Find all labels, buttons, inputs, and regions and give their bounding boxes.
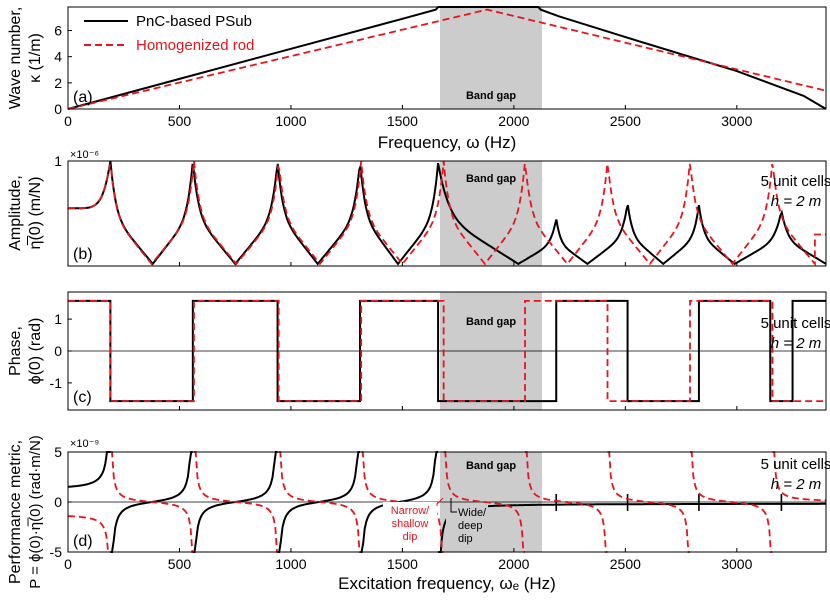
panel-a: Band gap 0 500 1000 1500 2000 2500 3000 0 2 4 6 (a… [7,6,827,152]
y-tick-label: 4 [54,49,62,65]
ylabel-c-line1: Phase, [7,326,24,376]
panel-c: Band gap -1 0 1 5 unit cells h = 2 m (c) P… [7,291,830,411]
exponent-d: ×10⁻⁹ [70,438,99,450]
ylabel-a-line2: κ (1/m) [27,33,44,83]
annotation-c-line1: 5 unit cells [761,315,830,332]
plot-area-b [67,160,827,267]
x-tick-label: 2500 [610,556,641,572]
panel-label-b: (b) [73,246,93,263]
x-tick-label: 0 [64,113,72,129]
x-tick-label: 3000 [721,113,752,129]
plot-area-c [68,299,826,403]
axes-frame-a [67,6,827,110]
annotation-b-line2: h = 2 m [771,193,821,210]
x-tick-label: 500 [168,556,192,572]
legend-a: PnC-based PSub Homogenized rod [84,13,254,54]
ticks-d: 0 500 1000 1500 2000 2500 3000-505 [50,444,753,572]
band-gap-label-a: Band gap [466,90,516,102]
ticks-b: 1 [54,153,738,266]
axes-frame-b [67,160,827,267]
y-tick-label: 1 [54,311,62,327]
note-narrow-bg [383,502,437,546]
annotation-d-line1: 5 unit cells [761,456,830,473]
ylabel-c-line2: ϕ(0) (rad) [27,318,44,385]
y-tick-label: -1 [50,375,63,391]
ylabel-d-line2: P = ϕ(0)·η̅(0) (rad·m/N) [27,435,44,589]
x-tick-label: 2000 [498,113,529,129]
band-gap-a [440,7,542,109]
x-tick-label: 2500 [610,113,641,129]
annotation-b-line1: 5 unit cells [761,173,830,190]
series-line-rod [67,8,827,110]
annotation-d-line2: h = 2 m [771,476,821,493]
xlabel-a: Frequency, ω (Hz) [378,133,517,152]
ylabel-b-line2: η̅(0) (m/N) [26,177,44,250]
x-tick-label: 500 [168,113,192,129]
x-tick-label: 3000 [721,556,752,572]
y-tick-label: 0 [54,343,62,359]
y-tick-label: 0 [54,494,62,510]
ticks-a: 0 500 1000 1500 2000 2500 3000 0 2 4 6 [54,23,752,129]
band-gap-label-b: Band gap [466,173,516,185]
panel-d: Band gap 0 500 1000 1500 2000 2500 3000-505 ×1… [7,435,830,593]
series-line-rod [67,160,826,267]
ticks-c: -1 0 1 [50,311,738,410]
note-wide-line1: Wide/ [458,507,487,519]
panel-label-c: (c) [73,389,92,406]
note-narrow-dip: Narrow/ shallow dip [383,497,444,546]
y-tick-label: 6 [54,23,62,39]
x-tick-label: 0 [64,556,72,572]
y-tick-label: 2 [54,75,62,91]
y-tick-label: 5 [54,444,62,460]
ylabel-d-line1: Performance metric, [7,440,24,584]
panel-label-a: (a) [73,89,93,106]
note-wide-pointer [450,498,457,513]
ylabel-a-line1: Wave number, [7,7,24,110]
x-tick-label: 1000 [275,556,306,572]
panel-b: Band gap 1 ×10⁻⁶ 5 unit cells h = 2 m (b… [7,149,830,267]
note-wide-line3: dip [458,533,473,545]
annotation-c-line2: h = 2 m [771,335,821,352]
band-gap-b [440,161,542,266]
note-narrow-line3: dip [403,531,418,543]
band-gap-label-c: Band gap [466,316,516,328]
y-tick-label: 1 [54,153,62,169]
series-line-pnc [67,160,827,266]
exponent-b: ×10⁻⁶ [70,149,99,161]
x-tick-label: 2000 [498,556,529,572]
y-tick-label: -5 [50,544,63,560]
note-narrow-line2: shallow [392,518,429,530]
note-narrow-line1: Narrow/ [391,505,430,517]
series-line-rod [68,299,826,403]
ylabel-b-line1: Amplitude, [7,175,24,251]
legend-label-pnc: PnC-based PSub [136,13,252,30]
panel-label-d: (d) [73,533,93,550]
x-tick-label: 1500 [387,556,418,572]
note-wide-line2: deep [458,520,482,532]
x-tick-label: 1000 [275,113,306,129]
xlabel-d: Excitation frequency, ωₑ (Hz) [338,574,556,593]
note-wide-dip: Wide/ deep dip [446,498,488,547]
y-tick-label: 0 [54,101,62,117]
legend-label-rod: Homogenized rod [136,37,254,54]
note-wide-bg [446,503,488,547]
band-gap-label-d: Band gap [466,460,516,472]
note-narrow-pointer [436,497,444,506]
x-tick-label: 1500 [387,113,418,129]
